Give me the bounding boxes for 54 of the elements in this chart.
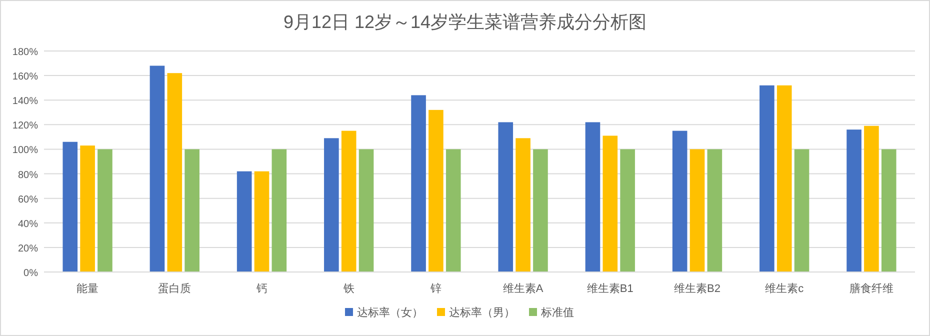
chart-title: 9月12日 12岁～14岁学生菜谱营养成分分析图 [283, 12, 647, 32]
x-tick-label: 铁 [342, 283, 354, 295]
y-tick-label: 0% [24, 268, 38, 279]
bar [80, 146, 95, 272]
y-tick-label: 120% [12, 120, 38, 132]
x-tick-label: 维生素A [502, 282, 544, 295]
bar [62, 142, 78, 272]
bar [794, 149, 810, 272]
bar [776, 85, 792, 272]
bar [533, 149, 548, 272]
bar [184, 149, 200, 272]
y-tick-label: 60% [18, 194, 38, 206]
y-tick-label: 160% [12, 72, 38, 83]
bar [272, 149, 287, 272]
x-tick-label: 锌 [429, 282, 442, 295]
legend-label: 达标率（男） [449, 306, 515, 319]
bar [254, 171, 270, 272]
y-tick-label: 40% [18, 218, 38, 230]
bar [760, 85, 774, 272]
bar [881, 149, 896, 272]
y-tick-label: 180% [12, 47, 38, 58]
bar [236, 171, 252, 272]
bar [498, 122, 514, 272]
bar [516, 138, 530, 272]
bar [167, 73, 182, 272]
bar [411, 95, 426, 272]
legend-label: 标准值 [540, 306, 574, 319]
x-tick-label: 维生素B2 [674, 282, 720, 295]
bar [428, 110, 444, 272]
bar [98, 149, 112, 272]
y-tick-label: 100% [12, 145, 38, 156]
x-tick-label: 维生素B1 [586, 282, 634, 295]
bar [707, 149, 722, 272]
bar [690, 149, 705, 272]
bar [341, 130, 356, 272]
y-tick-label: 140% [12, 96, 38, 108]
bar [846, 130, 862, 272]
y-tick-label: 20% [18, 243, 38, 254]
bar [672, 130, 688, 272]
bar [446, 149, 461, 272]
bar [864, 126, 879, 272]
x-tick-label: 维生素c [765, 282, 804, 295]
y-tick-label: 80% [18, 170, 38, 181]
x-tick-label: 膳食纤维 [849, 282, 894, 295]
legend-label: 达标率（女） [357, 306, 423, 319]
bar [602, 136, 618, 272]
bar [324, 138, 339, 272]
bar [620, 149, 635, 272]
bar [150, 66, 165, 272]
x-tick-label: 钙 [255, 283, 268, 295]
bar [585, 122, 600, 272]
x-tick-label: 蛋白质 [158, 282, 192, 295]
x-tick-label: 能量 [76, 282, 99, 295]
bar [358, 149, 374, 272]
